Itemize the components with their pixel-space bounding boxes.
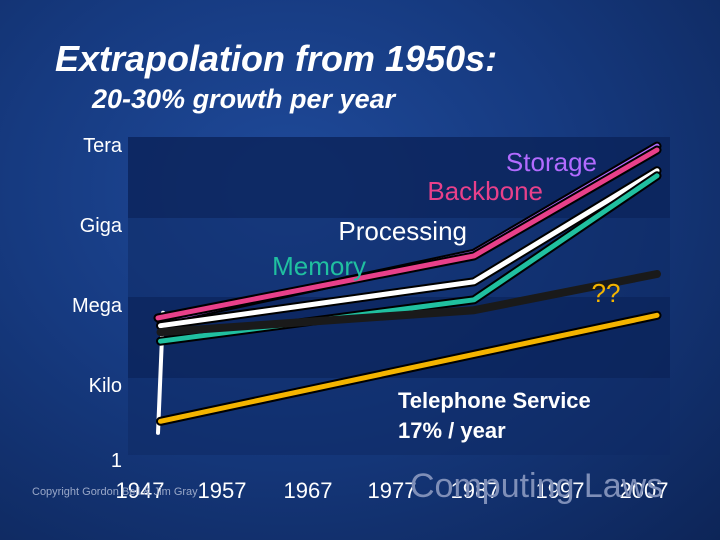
x-tick-label: 2007 (620, 478, 669, 503)
chart-title: Extrapolation from 1950s: (55, 38, 498, 79)
y-tick-label: Kilo (89, 375, 122, 397)
x-tick-label: 1967 (284, 478, 333, 503)
y-tick-label: Tera (83, 135, 123, 157)
copyright-text: Copyright Gordon Bell & Jim Gray (32, 486, 198, 498)
y-tick-label: Mega (72, 295, 123, 317)
x-tick-label: 1957 (198, 478, 247, 503)
watermark-text: Computing Laws (410, 467, 663, 505)
x-tick-label: 1997 (536, 478, 585, 503)
chart-subtitle: 20-30% growth per year (92, 84, 396, 114)
series-label: Processing (338, 216, 467, 246)
series-line-4 (156, 270, 661, 337)
plot-band (128, 137, 670, 218)
series-label: Telephone Service (398, 388, 591, 413)
series-label: Backbone (427, 176, 543, 206)
x-tick-label: 1947 (116, 478, 165, 503)
y-tick-label: Giga (80, 215, 123, 237)
series-line-1 (153, 145, 662, 323)
series-stroke (158, 312, 660, 424)
series-label: 17% / year (398, 418, 506, 443)
series-stroke (158, 168, 660, 329)
series-label: Memory (272, 251, 366, 281)
y-tick-label: 1 (111, 450, 122, 472)
series-line-2 (156, 166, 662, 331)
series-stroke (156, 270, 661, 337)
series-line-5 (156, 310, 662, 426)
x-tick-label: 1987 (451, 478, 500, 503)
x-tick-label: 1977 (368, 478, 417, 503)
series-stroke (155, 147, 660, 321)
series-label: Storage (506, 147, 597, 177)
series-label: ?? (592, 278, 621, 308)
